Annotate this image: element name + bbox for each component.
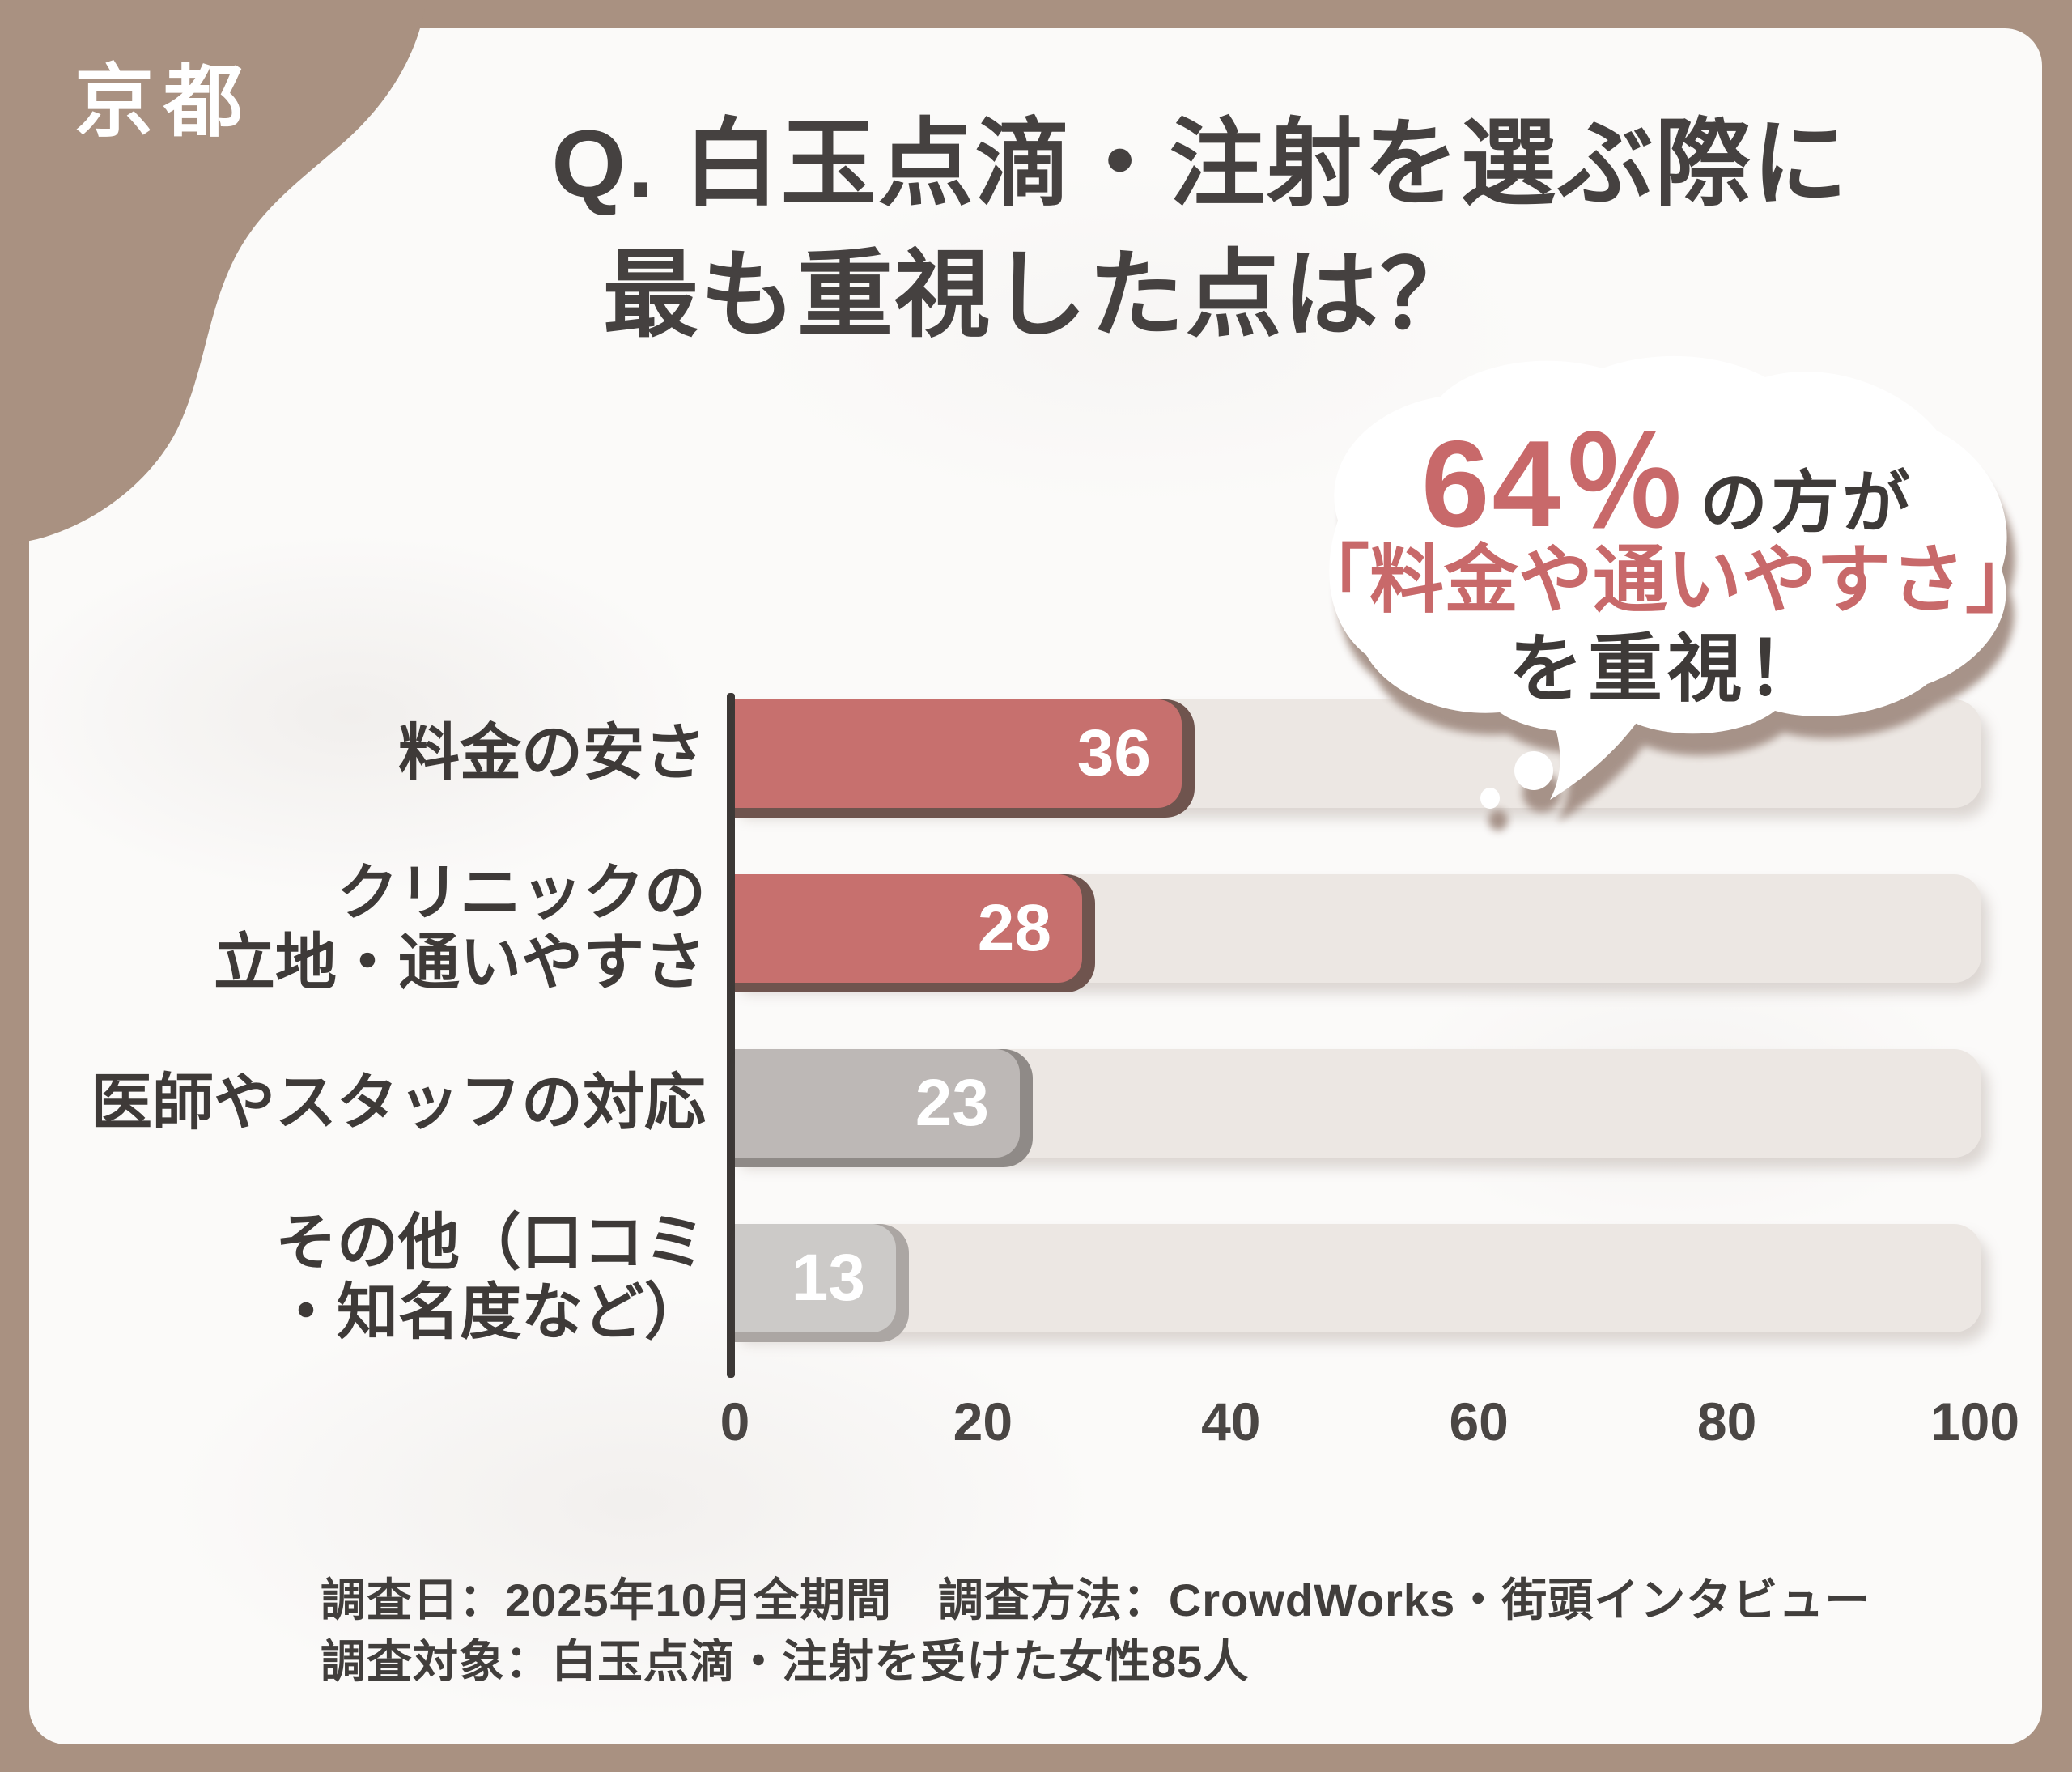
x-axis-tick: 80 <box>1696 1392 1757 1451</box>
callout-percent: 64％ <box>1420 415 1689 553</box>
survey-note-line1: 調査日：2025年10月全期間 調査方法：CrowdWorks・街頭インタビュー <box>321 1574 1871 1625</box>
callout-percent-line: 64％ の方が <box>1263 384 2072 562</box>
bar-value: 23 <box>915 1066 989 1140</box>
thought-dot-large <box>1514 751 1553 790</box>
x-axis-tick: 100 <box>1930 1392 2020 1451</box>
bar <box>735 1224 896 1332</box>
category-label: 医師やスタッフの対応 <box>91 1069 706 1137</box>
bar <box>735 1049 1020 1158</box>
speech-bubble-body <box>1329 355 2007 809</box>
callout-percent-suffix: の方が <box>1700 465 1914 541</box>
bar-value: 36 <box>1076 716 1151 790</box>
category-label: クリニックの 立地・通いやすさ <box>214 859 706 997</box>
category-label: その他（口コミ ・知名度など） <box>275 1209 706 1347</box>
bar-track <box>735 1224 1981 1332</box>
x-axis-tick: 20 <box>953 1392 1013 1451</box>
region-badge: 京都 <box>74 57 253 146</box>
survey-note-line2: 調査対象：白玉点滴・注射を受けた女性85人 <box>321 1636 1250 1687</box>
y-axis-line <box>727 693 735 1378</box>
callout-emphasis: を重視！ <box>1508 628 1826 711</box>
speech-bubble <box>1329 355 2015 831</box>
x-axis-tick: 0 <box>720 1392 750 1451</box>
thought-dot-small <box>1480 788 1500 809</box>
page-title-line1: Q. 白玉点滴・注射を選ぶ際に <box>551 111 1849 218</box>
callout-highlight: 「料金や通いやすさ」 <box>1294 539 2040 622</box>
bar-value: 13 <box>791 1241 865 1315</box>
bar-value: 28 <box>977 891 1051 965</box>
bar <box>735 874 1082 983</box>
kyoto-corner-blob <box>0 0 427 547</box>
x-axis-tick: 40 <box>1201 1392 1261 1451</box>
bar <box>735 699 1182 808</box>
x-axis-tick: 60 <box>1449 1392 1509 1451</box>
page-title-line2: 最も重視した点は？ <box>602 242 1478 349</box>
category-label: 料金の安さ <box>398 719 706 788</box>
